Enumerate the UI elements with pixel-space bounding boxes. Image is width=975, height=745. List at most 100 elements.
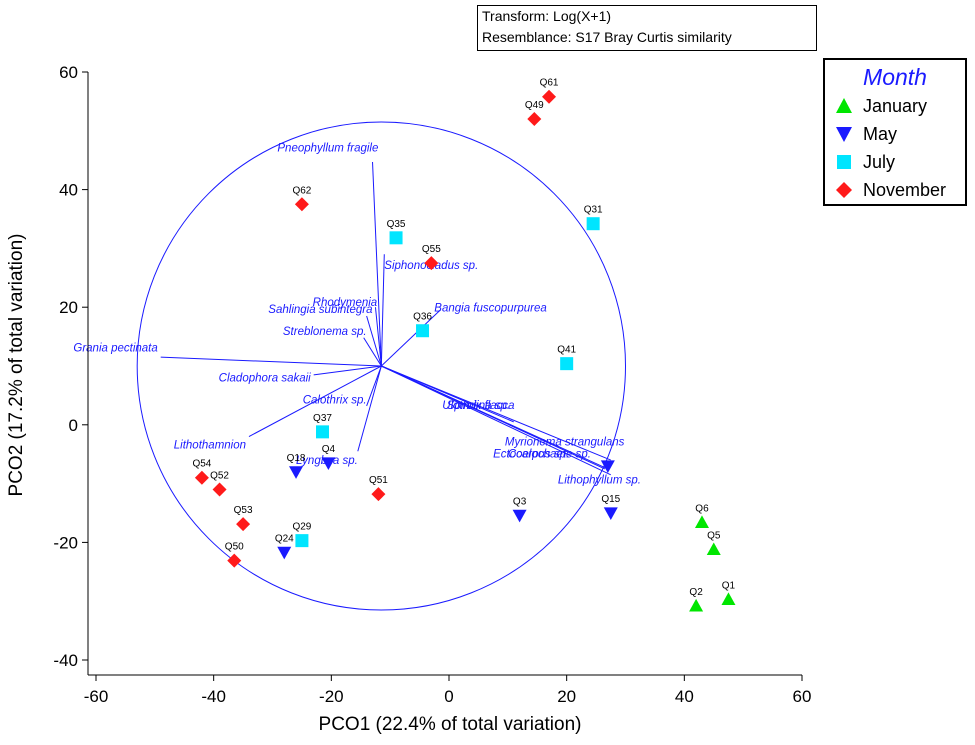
point-label: Q15 bbox=[601, 494, 620, 505]
legend-label: May bbox=[863, 123, 898, 144]
point-label: Q52 bbox=[210, 470, 229, 481]
data-point bbox=[277, 546, 292, 560]
vector-line bbox=[357, 365, 382, 452]
data-point bbox=[194, 470, 209, 485]
data-point bbox=[389, 231, 403, 245]
data-point bbox=[706, 542, 721, 556]
vector-line bbox=[313, 365, 382, 376]
point-label: Q5 bbox=[707, 530, 721, 541]
data-point bbox=[694, 515, 709, 529]
square-icon bbox=[837, 155, 851, 169]
diamond-icon bbox=[836, 182, 852, 198]
vector-line bbox=[374, 307, 382, 367]
legend-item-may: May bbox=[825, 120, 965, 148]
transform-text: Transform: Log(X+1) bbox=[482, 8, 612, 24]
x-tick-label: 20 bbox=[557, 687, 576, 706]
x-tick-label: 60 bbox=[793, 687, 812, 706]
vector-label: Lithophyllum sp. bbox=[558, 475, 641, 487]
data-point bbox=[316, 425, 330, 439]
legend-item-november: November bbox=[825, 176, 965, 204]
vector-label: Grania pectinata bbox=[73, 342, 157, 354]
data-point bbox=[371, 487, 386, 502]
vector-label: Spirulina sp. bbox=[447, 400, 510, 412]
resemblance-text: Resemblance: S17 Bray Curtis similarity bbox=[482, 29, 732, 45]
point-label: Q54 bbox=[192, 459, 211, 470]
point-label: Q50 bbox=[225, 542, 244, 553]
vector-line bbox=[372, 161, 382, 367]
vector-label: Pneophyllum fragile bbox=[277, 142, 378, 154]
data-point bbox=[560, 357, 574, 371]
vector-label: Bangia fuscopurpurea bbox=[434, 302, 547, 314]
point-label: Q4 bbox=[322, 444, 336, 455]
y-tick-label: -20 bbox=[53, 533, 78, 552]
y-axis-label: PCO2 (17.2% of total variation) bbox=[6, 234, 27, 497]
vector-label: Rhodymenia bbox=[313, 297, 378, 309]
correlation-circle bbox=[136, 121, 627, 611]
legend-label: July bbox=[863, 151, 896, 172]
y-tick-label: 0 bbox=[69, 416, 78, 435]
triangle-up-icon bbox=[836, 98, 852, 113]
point-label: Q55 bbox=[422, 244, 441, 255]
data-point bbox=[212, 482, 227, 497]
data-point bbox=[542, 89, 557, 104]
point-label: Q62 bbox=[292, 185, 311, 196]
axes: -60 -40 -20 0 20 40 60 -40 -20 0 20 40 60 bbox=[53, 63, 811, 706]
vector-line bbox=[366, 365, 382, 407]
vector-label: Streblonema sp. bbox=[283, 326, 367, 338]
x-tick-label: 40 bbox=[675, 687, 694, 706]
point-label: Q51 bbox=[369, 475, 388, 486]
vector-label: Ulothrix flacca bbox=[442, 400, 514, 412]
legend-label: November bbox=[863, 179, 947, 200]
x-tick-label: 0 bbox=[444, 687, 453, 706]
data-point bbox=[321, 457, 336, 471]
x-tick-label: -60 bbox=[84, 687, 109, 706]
x-tick-label: -20 bbox=[319, 687, 344, 706]
y-tick-label: -40 bbox=[53, 651, 78, 670]
point-label: Q1 bbox=[722, 580, 736, 591]
vector-label: Sahlingia subintegra bbox=[268, 304, 372, 316]
data-point bbox=[416, 324, 430, 338]
vector-label: Myrionema strangulans bbox=[505, 436, 625, 448]
data-point bbox=[512, 509, 527, 523]
data-point bbox=[294, 197, 309, 212]
data-point bbox=[424, 256, 439, 271]
point-label: Q61 bbox=[540, 78, 559, 89]
vector-line bbox=[380, 309, 441, 367]
legend: Month January May July November bbox=[823, 58, 967, 206]
point-label: Q29 bbox=[292, 522, 311, 533]
legend-title: Month bbox=[863, 64, 927, 90]
point-label: Q24 bbox=[275, 533, 294, 544]
x-axis-label: PCO1 (22.4% of total variation) bbox=[319, 714, 582, 735]
data-point bbox=[236, 517, 251, 532]
y-tick-label: 20 bbox=[59, 298, 78, 317]
y-tick-label: 40 bbox=[59, 181, 78, 200]
point-label: Q53 bbox=[234, 505, 253, 516]
point-label: Q3 bbox=[513, 496, 527, 507]
data-point bbox=[295, 534, 309, 548]
x-tick-label: -40 bbox=[201, 687, 226, 706]
vector-label: Calothrix sp. bbox=[303, 395, 367, 407]
point-label: Q49 bbox=[525, 100, 544, 111]
point-label: Q6 bbox=[695, 503, 709, 514]
data-point bbox=[600, 460, 615, 473]
point-label: Q18 bbox=[287, 453, 306, 464]
data-point bbox=[527, 112, 542, 127]
vector-line bbox=[366, 315, 382, 367]
point-label: Q36 bbox=[413, 312, 432, 323]
vector-line bbox=[381, 365, 609, 470]
data-point bbox=[603, 507, 618, 520]
triangle-down-icon bbox=[836, 127, 852, 142]
legend-item-july: July bbox=[825, 148, 965, 176]
vector-line bbox=[248, 365, 382, 438]
y-tick-label: 60 bbox=[59, 63, 78, 82]
data-point bbox=[721, 592, 736, 606]
point-label: Q2 bbox=[689, 587, 703, 598]
data-point bbox=[689, 598, 704, 612]
vector-line bbox=[380, 254, 385, 367]
vector-line bbox=[381, 365, 612, 476]
data-point bbox=[586, 217, 600, 231]
point-label: Q35 bbox=[387, 219, 406, 230]
point-label: Q41 bbox=[557, 345, 576, 356]
